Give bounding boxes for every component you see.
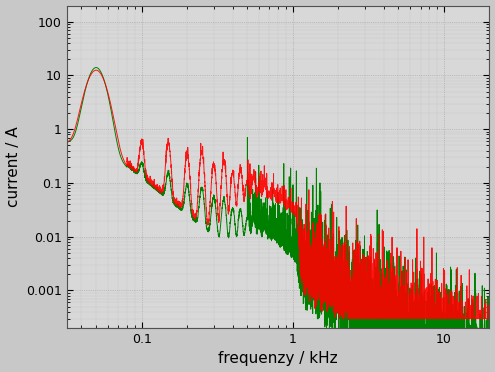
X-axis label: frequenzy / kHz: frequenzy / kHz [218, 352, 338, 366]
Y-axis label: current / A: current / A [5, 126, 21, 207]
